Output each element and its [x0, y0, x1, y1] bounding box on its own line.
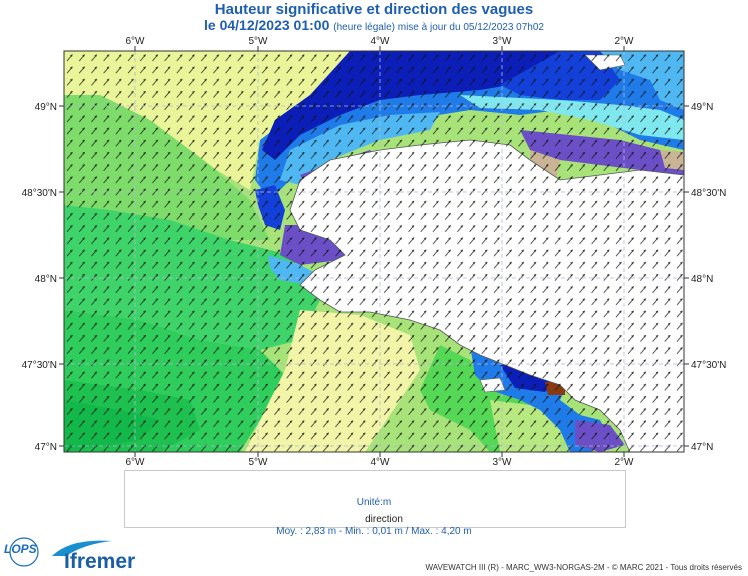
lat-label-left: 49°N: [35, 102, 57, 113]
lon-label-bottom: 2°W: [615, 457, 635, 468]
lon-label-bottom: 4°W: [371, 457, 391, 468]
lat-label-left: 48°30'N: [22, 188, 57, 199]
lops-logo: LOPS: [4, 542, 37, 556]
lon-label-top: 5°W: [249, 36, 269, 47]
map-date: le 04/12/2023 01:00 (heure légale) mise …: [0, 17, 748, 33]
legend-units: Unité:m: [356, 497, 392, 508]
map-title: Hauteur significative et direction des v…: [214, 1, 534, 18]
lon-label-top: 6°W: [126, 36, 146, 47]
lon-label-top: 2°W: [615, 36, 635, 47]
lon-label-top: 4°W: [371, 36, 391, 47]
ifremer-logo-mark: [52, 540, 112, 556]
lon-label-bottom: 5°W: [249, 457, 269, 468]
lat-label-right: 49°N: [691, 102, 713, 113]
graticule: [64, 51, 684, 452]
legend-box: [124, 470, 626, 528]
lon-label-bottom: 3°W: [493, 457, 513, 468]
lat-label-left: 47°30'N: [22, 360, 57, 371]
lat-label-right: 47°30'N: [691, 360, 726, 371]
credit-line: WAVEWATCH III (R) - MARC_WW3-NORGAS-2M -…: [425, 563, 742, 572]
stats-line: Moy. : 2,83 m - Min. : 0,01 m / Max. : 4…: [276, 526, 472, 537]
direction-label: direction: [365, 514, 403, 525]
lat-label-left: 48°N: [35, 274, 57, 285]
lon-label-top: 3°W: [493, 36, 513, 47]
lat-label-right: 48°N: [691, 274, 713, 285]
direction-arrows: [64, 51, 684, 452]
lat-label-right: 47°N: [691, 442, 713, 453]
lat-label-right: 48°30'N: [691, 188, 726, 199]
lon-label-bottom: 6°W: [126, 457, 146, 468]
lops-logo-mark: [9, 537, 39, 567]
date-line: le 04/12/2023 01:00: [204, 17, 330, 33]
lat-label-left: 47°N: [35, 442, 57, 453]
ifremer-logo: Ifremer: [64, 550, 136, 573]
date-note: (heure légale) mise à jour du 05/12/2023…: [333, 22, 544, 33]
map-frame: [63, 50, 685, 453]
